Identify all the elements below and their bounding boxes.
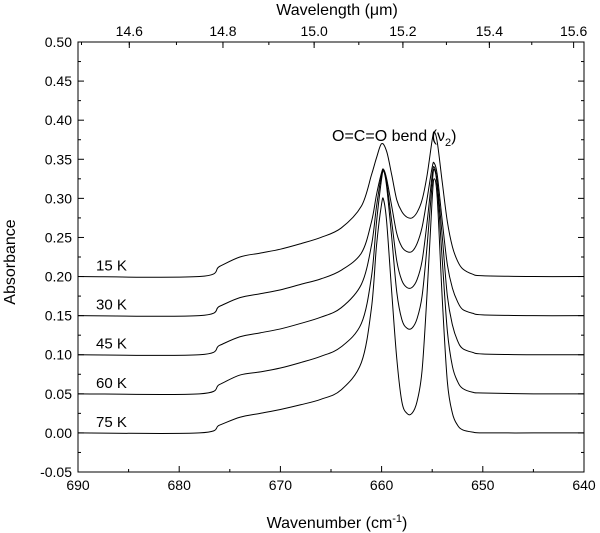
plot-frame: [77, 41, 585, 473]
x-axis-title-superscript: -1: [392, 513, 402, 525]
x-tick-label: 640: [572, 477, 596, 493]
y-tick-label: 0.35: [45, 151, 72, 167]
spectra-curves: [77, 131, 585, 434]
x-tick-label: 650: [471, 477, 495, 493]
x-tick-label: 680: [168, 477, 192, 493]
y-axis-title: Absorbance: [2, 219, 19, 304]
x-tick-label: 660: [370, 477, 394, 493]
y-tick-label: 0.50: [45, 34, 72, 50]
x2-tick-label: 15.6: [560, 23, 587, 39]
x2-tick-label: 14.6: [116, 23, 143, 39]
spectrum-line-30k: [77, 161, 585, 317]
x-tick-label: 690: [66, 477, 90, 493]
y-tick-label: 0.20: [45, 269, 72, 285]
top-axis-title-main: Wavelength (: [276, 2, 370, 19]
x2-tick-label: 15.2: [389, 23, 416, 39]
spectrum-line-60k: [77, 168, 585, 396]
curve-label: 30 K: [96, 297, 127, 314]
x-axis-title: Wavenumber (cm-1): [267, 513, 408, 532]
annotation-main: O=C=O bend (: [332, 128, 438, 145]
x2-tick-label: 15.0: [301, 23, 328, 39]
right-y-ticks: [578, 41, 584, 473]
curve-label: 75 K: [96, 414, 127, 431]
x-axis-title-main: Wavenumber (cm: [267, 515, 393, 532]
y-tick-label: -0.05: [40, 464, 72, 480]
y-tick-label: 0.15: [45, 308, 72, 324]
spectrum-line-75k: [77, 178, 584, 434]
curve-label: 15 K: [96, 258, 127, 275]
top-x-ticks: 14.6 14.8 15.0 15.2 15.4 15.6: [80, 23, 587, 48]
spectrum-line-45k: [77, 165, 585, 356]
top-axis-title-greek: μ: [370, 2, 379, 19]
curve-label: 60 K: [96, 375, 127, 392]
y-tick-label: 0.40: [45, 112, 72, 128]
x-tick-label: 670: [269, 477, 293, 493]
curve-label: 45 K: [96, 336, 127, 353]
spectrum-line-15k: [77, 131, 585, 278]
left-y-ticks: -0.05 0.00 0.05 0.10 0.15 0.20 0.25 0.30 0.35 0.4…: [40, 34, 84, 480]
x2-tick-label: 14.8: [209, 23, 236, 39]
bottom-x-ticks: 690 680 670 660 650 640: [66, 466, 596, 493]
top-axis-title: Wavelength (μm): [276, 2, 398, 19]
top-axis-title-close: m): [379, 2, 398, 19]
x2-tick-label: 15.4: [476, 23, 503, 39]
y-tick-label: 0.10: [45, 347, 72, 363]
annotation-close: ): [451, 128, 456, 145]
y-tick-label: 0.30: [45, 190, 72, 206]
y-tick-label: 0.00: [45, 425, 72, 441]
curve-labels: 15 K 30 K 45 K 60 K 75 K: [96, 258, 127, 431]
band-annotation: O=C=O bend (ν2): [332, 128, 456, 149]
x-axis-title-close: ): [402, 515, 407, 532]
y-tick-label: 0.25: [45, 229, 72, 245]
y-tick-label: 0.45: [45, 73, 72, 89]
y-tick-label: 0.05: [45, 386, 72, 402]
annotation-subscript: 2: [445, 137, 451, 149]
annotation-greek: ν: [437, 128, 445, 145]
